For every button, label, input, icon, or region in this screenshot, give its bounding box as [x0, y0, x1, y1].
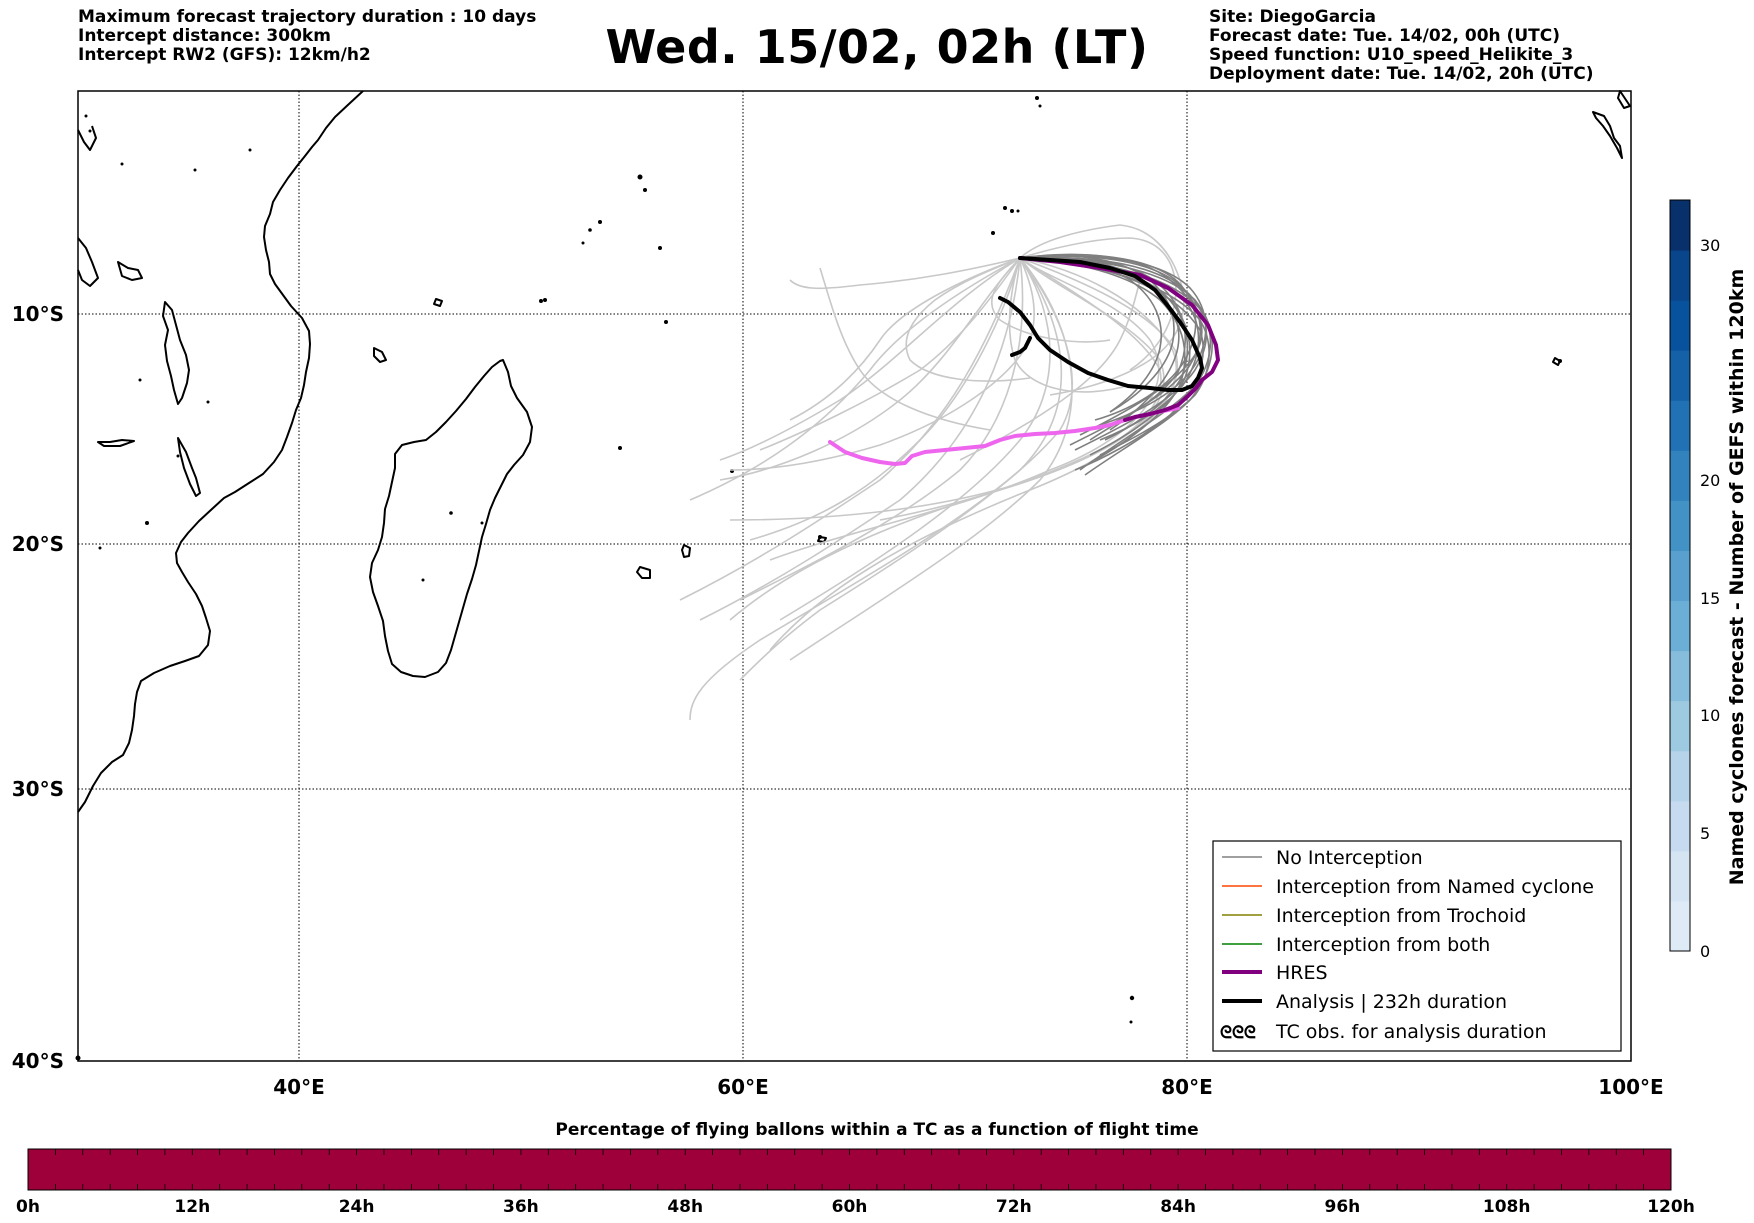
forecast-date-text: Forecast date: Tue. 14/02, 00h (UTC) — [1209, 26, 1560, 46]
lat-tick-label: 20°S — [12, 532, 64, 556]
colorbar-bottom-tick: 0h — [16, 1197, 40, 1217]
colorbar-right-cell — [1670, 200, 1690, 251]
colorbar-right-cell — [1670, 650, 1690, 702]
seychelles-island — [433, 298, 443, 307]
map-frame — [77, 90, 1632, 1062]
mauritius-island — [681, 544, 691, 558]
colorbar-bottom-tick: 108h — [1483, 1197, 1531, 1217]
africa-coastline — [77, 90, 364, 813]
lanka-island-fragment — [1617, 90, 1631, 109]
reunion-island — [636, 566, 651, 579]
page-title: Wed. 15/02, 02h (LT) — [605, 20, 1149, 74]
lon-tick-label: 80°E — [1161, 1075, 1213, 1099]
colorbar-right-cell — [1670, 500, 1690, 551]
site-text: Site: DiegoGarcia — [1209, 7, 1376, 27]
colorbar-right-tick: 0 — [1700, 942, 1710, 961]
colorbar-bottom-bar — [27, 1148, 1672, 1191]
lon-tick-label: 60°E — [717, 1075, 769, 1099]
colorbar-bottom-tick: 84h — [1160, 1197, 1196, 1217]
analysis-trajectory — [998, 256, 1204, 392]
colorbar-right-tick: 30 — [1700, 236, 1720, 255]
colorbar-bottom: Percentage of flying ballons within a TC… — [16, 1120, 1695, 1217]
lon-tick-label: 100°E — [1598, 1075, 1663, 1099]
colorbar-bottom-tick: 60h — [832, 1197, 868, 1217]
colorbar-right-tick: 10 — [1700, 706, 1720, 725]
coastlines — [77, 90, 1631, 813]
legend-label-hres: HRES — [1276, 962, 1328, 984]
lake-victoria — [117, 261, 143, 281]
colorbar-bottom-tick: 96h — [1325, 1197, 1361, 1217]
legend-label-both: Interception from both — [1276, 934, 1490, 956]
colorbar-right-cell — [1670, 400, 1690, 451]
colorbar-right-label: Named cyclones forecast - Number of GEFS… — [1726, 269, 1748, 886]
deployment-date-text: Deployment date: Tue. 14/02, 20h (UTC) — [1209, 64, 1594, 84]
lat-tick-label: 30°S — [12, 777, 64, 801]
colorbar-right-frame — [1669, 199, 1691, 952]
speed-function-text: Speed function: U10_speed_Helikite_3 — [1209, 45, 1574, 65]
madagascar-coastline — [369, 359, 533, 678]
colorbar-right-cell — [1670, 850, 1690, 902]
header-left-info: Maximum forecast trajectory duration : 1… — [78, 8, 536, 65]
max-duration-text: Maximum forecast trajectory duration : 1… — [78, 7, 537, 27]
map-gridlines — [78, 91, 1631, 1061]
legend-label-trochoid: Interception from Trochoid — [1276, 905, 1526, 927]
lon-tick-label: 40°E — [273, 1075, 325, 1099]
intercept-rw2-text: Intercept RW2 (GFS): 12km/h2 — [78, 45, 371, 65]
comoros-island — [373, 347, 387, 363]
lake-tanganyika — [162, 301, 190, 405]
colorbar-bottom-tick: 72h — [996, 1197, 1032, 1217]
colorbar-right-tick: 20 — [1700, 471, 1720, 490]
legend: No Interception Interception from Named … — [1212, 840, 1622, 1052]
colorbar-right-cell — [1670, 350, 1690, 401]
colorbar-right-cell — [1670, 250, 1690, 301]
red-sea-fragment — [77, 125, 97, 151]
legend-label-named-cyclone: Interception from Named cyclone — [1276, 876, 1594, 898]
lake-malawi — [177, 437, 201, 497]
small-islets — [75, 96, 1562, 1061]
lat-tick-label: 40°S — [12, 1049, 64, 1073]
colorbar-bottom-tick: 48h — [667, 1197, 703, 1217]
colorbar-right-cell — [1670, 750, 1690, 802]
colorbar-right-cell — [1670, 600, 1690, 652]
colorbar-right: 0 5 10 15 20 30 Named cyclones forecast … — [1669, 199, 1748, 961]
colorbar-right-cell — [1670, 300, 1690, 351]
colorbar-right-cell — [1670, 900, 1690, 952]
lake-kariba — [97, 439, 135, 447]
colorbar-right-cell — [1670, 550, 1690, 602]
legend-label-tc-obs: TC obs. for analysis duration — [1275, 1021, 1547, 1043]
colorbar-right-cell — [1670, 700, 1690, 752]
maldives-island — [1592, 111, 1623, 159]
colorbar-right-tick: 5 — [1700, 824, 1710, 843]
colorbar-right-tick: 15 — [1700, 589, 1720, 608]
header-right-info: Site: DiegoGarcia Forecast date: Tue. 14… — [1209, 8, 1594, 84]
lat-tick-label: 10°S — [12, 302, 64, 326]
colorbar-bottom-title: Percentage of flying ballons within a TC… — [555, 1120, 1198, 1140]
horn-coastline-fragment — [77, 237, 99, 287]
colorbar-bottom-tick: 24h — [339, 1197, 375, 1217]
colorbar-bottom-tick: 12h — [174, 1197, 210, 1217]
colorbar-bottom-tick: 36h — [503, 1197, 539, 1217]
cyclone-symbol-icon: ᘓᘓᘓ — [1220, 1023, 1256, 1043]
colorbar-right-cell — [1670, 800, 1690, 852]
legend-label-no-interception: No Interception — [1276, 847, 1423, 869]
colorbar-bottom-tick: 120h — [1647, 1197, 1695, 1217]
colorbar-right-cell — [1670, 450, 1690, 501]
legend-box — [1212, 840, 1622, 1052]
legend-label-analysis: Analysis | 232h duration — [1276, 991, 1507, 1013]
intercept-distance-text: Intercept distance: 300km — [78, 26, 331, 46]
